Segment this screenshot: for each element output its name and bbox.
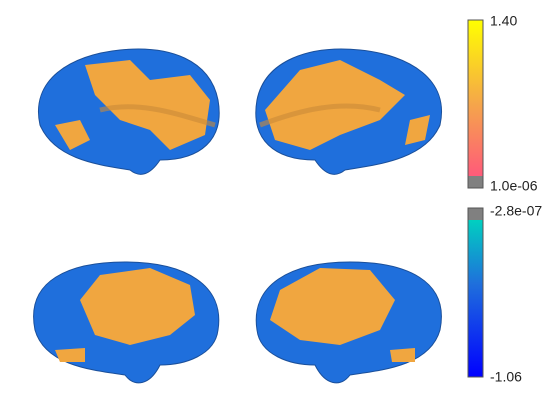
colorbar-min-label: 1.0e-06 — [490, 178, 538, 194]
colorbar-min-label: -1.06 — [490, 369, 522, 385]
colorbar-negative — [467, 207, 484, 378]
colorbar-max-label: -2.8e-07 — [490, 203, 542, 219]
brain-lateral-left — [38, 48, 220, 175]
colorbar-positive — [467, 19, 484, 189]
brain-medial-right — [255, 261, 442, 384]
brain-medial-left — [33, 261, 220, 384]
brain-lateral-right — [255, 48, 442, 175]
colorbar-max-label: 1.40 — [490, 13, 517, 29]
